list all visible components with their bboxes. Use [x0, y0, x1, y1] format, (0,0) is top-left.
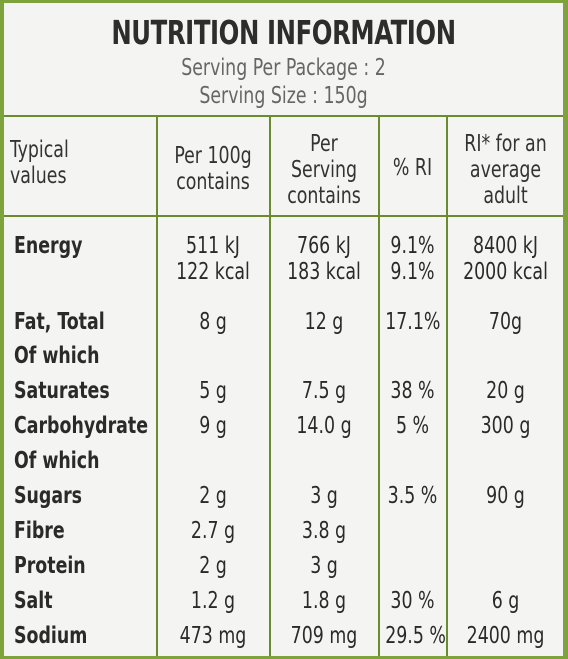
- energy-ri: 9.1% 9.1%: [390, 233, 435, 285]
- saturates-ri-adult: 20 g: [486, 378, 525, 404]
- row-name-energy: Energy: [14, 233, 83, 259]
- saturates-per-100g: 5 g: [199, 378, 227, 404]
- protein-per-serving: 3 g: [310, 553, 338, 579]
- sugars-per-100g: 2 g: [199, 483, 227, 509]
- carbohydrate-ri: 5 %: [395, 413, 430, 439]
- column-header-per-100g: Per 100g contains: [174, 143, 252, 195]
- sodium-ri-adult: 2400 mg: [466, 623, 545, 649]
- fibre-per-100g: 2.7 g: [190, 518, 236, 544]
- carbohydrate-per-serving: 14.0 g: [296, 413, 352, 439]
- sodium-ri: 29.5 %: [385, 623, 446, 649]
- sodium-per-serving: 709 mg: [290, 623, 358, 649]
- energy-per-100g: 511 kJ 122 kcal: [176, 233, 250, 285]
- row-name-carbs-of-which: Of which: [14, 448, 100, 474]
- column-header-per-serving: Per Serving contains: [287, 131, 361, 209]
- protein-per-100g: 2 g: [199, 553, 227, 579]
- sodium-per-100g: 473 mg: [179, 623, 247, 649]
- sugars-ri-adult: 90 g: [486, 483, 525, 509]
- energy-ri-adult: 8400 kJ 2000 kcal: [463, 233, 548, 285]
- row-name-saturates: Saturates: [14, 378, 110, 404]
- saturates-per-serving: 7.5 g: [301, 378, 347, 404]
- fat-per-100g: 8 g: [199, 309, 227, 335]
- label-header: NUTRITION INFORMATION Serving Per Packag…: [4, 3, 563, 117]
- column-divider: [446, 117, 448, 656]
- fat-per-serving: 12 g: [304, 309, 344, 335]
- row-name-sodium: Sodium: [14, 623, 88, 649]
- salt-per-100g: 1.2 g: [190, 588, 236, 614]
- column-header-ri: % RI: [392, 155, 433, 181]
- energy-per-serving: 766 kJ 183 kcal: [287, 233, 361, 285]
- header-rule: [4, 115, 563, 117]
- row-name-fat: Fat, Total: [14, 309, 105, 335]
- servings-per-package: Serving Per Package : 2: [181, 55, 386, 81]
- carbohydrate-ri-adult: 300 g: [480, 413, 531, 439]
- nutrition-label: NUTRITION INFORMATION Serving Per Packag…: [4, 3, 563, 656]
- carbohydrate-per-100g: 9 g: [199, 413, 227, 439]
- row-name-fibre: Fibre: [14, 518, 65, 544]
- column-divider: [269, 117, 271, 656]
- saturates-ri: 38 %: [390, 378, 435, 404]
- column-header-ri-adult: RI* for an average adult: [464, 131, 547, 209]
- sugars-per-serving: 3 g: [310, 483, 338, 509]
- label-title: NUTRITION INFORMATION: [111, 13, 456, 52]
- salt-ri: 30 %: [390, 588, 435, 614]
- salt-per-serving: 1.8 g: [301, 588, 347, 614]
- serving-size: Serving Size : 150g: [199, 83, 368, 109]
- fat-ri-adult: 70g: [488, 309, 523, 335]
- row-name-sugars: Sugars: [14, 483, 83, 509]
- salt-ri-adult: 6 g: [491, 588, 520, 614]
- row-name-salt: Salt: [14, 588, 53, 614]
- fibre-per-serving: 3.8 g: [301, 518, 347, 544]
- column-divider: [378, 117, 380, 656]
- row-name-protein: Protein: [14, 553, 86, 579]
- row-name-fat-of-which: Of which: [14, 343, 100, 369]
- column-divider: [156, 117, 158, 656]
- row-name-carbohydrate: Carbohydrate: [14, 413, 149, 439]
- column-header-typical: Typical values: [10, 137, 69, 189]
- sugars-ri: 3.5 %: [387, 483, 438, 509]
- fat-ri: 17.1%: [385, 309, 441, 335]
- column-header-rule: [4, 215, 563, 217]
